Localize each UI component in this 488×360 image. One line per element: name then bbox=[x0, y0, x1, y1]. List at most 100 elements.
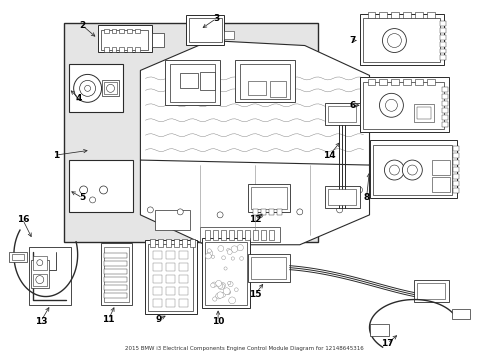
Bar bbox=[111, 46, 116, 53]
Bar bbox=[252, 209, 258, 215]
Bar bbox=[367, 12, 375, 18]
Bar bbox=[441, 87, 447, 92]
Bar bbox=[148, 244, 193, 311]
Bar bbox=[250, 257, 285, 279]
Bar bbox=[182, 239, 187, 247]
Bar bbox=[179, 251, 188, 259]
Circle shape bbox=[80, 80, 95, 96]
Bar bbox=[9, 252, 27, 262]
Bar bbox=[166, 287, 175, 294]
Text: 13: 13 bbox=[35, 317, 47, 326]
Bar bbox=[145, 240, 197, 315]
Bar bbox=[205, 242, 246, 305]
Bar bbox=[261, 230, 265, 240]
Bar bbox=[165, 60, 220, 105]
Text: 15: 15 bbox=[248, 290, 261, 299]
Bar bbox=[127, 46, 132, 53]
Bar bbox=[135, 28, 140, 32]
Bar bbox=[268, 230, 273, 240]
Circle shape bbox=[89, 197, 95, 203]
Bar bbox=[103, 253, 127, 258]
Bar bbox=[153, 263, 162, 271]
Circle shape bbox=[218, 246, 224, 251]
Bar bbox=[101, 243, 132, 305]
Bar bbox=[153, 287, 162, 294]
Bar bbox=[324, 186, 359, 208]
Bar bbox=[103, 276, 127, 282]
Bar bbox=[372, 145, 451, 195]
Circle shape bbox=[239, 257, 243, 260]
Circle shape bbox=[256, 212, 263, 218]
Bar bbox=[427, 80, 434, 85]
Bar bbox=[359, 77, 448, 132]
Bar bbox=[441, 115, 447, 120]
Circle shape bbox=[207, 249, 211, 253]
Circle shape bbox=[351, 202, 357, 208]
Bar bbox=[403, 12, 410, 18]
Bar bbox=[250, 187, 286, 209]
Bar bbox=[240, 64, 289, 99]
Circle shape bbox=[226, 291, 230, 294]
Bar bbox=[152, 32, 164, 46]
Circle shape bbox=[177, 209, 183, 215]
Bar bbox=[186, 15, 224, 45]
Circle shape bbox=[207, 251, 212, 256]
Bar bbox=[452, 181, 458, 186]
Circle shape bbox=[226, 291, 230, 294]
Text: 17: 17 bbox=[380, 339, 393, 348]
Bar bbox=[452, 153, 458, 158]
Bar bbox=[452, 188, 458, 193]
Text: 9: 9 bbox=[155, 315, 161, 324]
Text: 14: 14 bbox=[323, 150, 335, 159]
Text: 4: 4 bbox=[75, 94, 81, 103]
Circle shape bbox=[223, 288, 230, 294]
Bar bbox=[190, 239, 195, 247]
Circle shape bbox=[231, 257, 234, 260]
Circle shape bbox=[402, 160, 422, 180]
Bar bbox=[413, 104, 433, 122]
Bar bbox=[200, 227, 279, 242]
Bar bbox=[452, 160, 458, 165]
Polygon shape bbox=[140, 41, 369, 195]
Circle shape bbox=[386, 33, 401, 48]
Circle shape bbox=[220, 283, 225, 288]
Text: 7: 7 bbox=[349, 36, 355, 45]
Bar bbox=[180, 73, 198, 88]
Bar bbox=[390, 12, 399, 18]
Circle shape bbox=[356, 187, 362, 193]
Bar bbox=[31, 260, 49, 288]
Circle shape bbox=[231, 246, 237, 252]
Bar bbox=[205, 230, 210, 240]
Circle shape bbox=[234, 288, 238, 292]
Circle shape bbox=[106, 84, 114, 92]
Polygon shape bbox=[140, 160, 369, 245]
Bar bbox=[269, 81, 285, 97]
Circle shape bbox=[226, 248, 229, 252]
Bar bbox=[103, 247, 129, 302]
Circle shape bbox=[407, 165, 416, 175]
Bar bbox=[369, 140, 456, 198]
Circle shape bbox=[217, 283, 223, 288]
Bar bbox=[261, 209, 265, 215]
Bar bbox=[244, 230, 249, 240]
Bar bbox=[98, 24, 152, 53]
Text: 2015 BMW i3 Electrical Components Engine Control Module Diagram for 12148645316: 2015 BMW i3 Electrical Components Engine… bbox=[124, 346, 363, 351]
Bar bbox=[119, 28, 124, 32]
Circle shape bbox=[37, 260, 42, 266]
Bar bbox=[228, 230, 234, 240]
Circle shape bbox=[218, 283, 224, 289]
Bar bbox=[63, 23, 317, 242]
Circle shape bbox=[227, 249, 232, 255]
Bar bbox=[33, 274, 47, 285]
Text: 1: 1 bbox=[53, 150, 59, 159]
Circle shape bbox=[379, 93, 403, 117]
Bar bbox=[359, 14, 443, 66]
Text: 5: 5 bbox=[80, 193, 85, 202]
Text: 2: 2 bbox=[80, 21, 85, 30]
Bar bbox=[441, 122, 447, 127]
Text: 6: 6 bbox=[349, 101, 355, 110]
Text: 16: 16 bbox=[17, 215, 29, 224]
Bar bbox=[452, 174, 458, 179]
Bar bbox=[416, 107, 430, 119]
Circle shape bbox=[385, 99, 397, 111]
